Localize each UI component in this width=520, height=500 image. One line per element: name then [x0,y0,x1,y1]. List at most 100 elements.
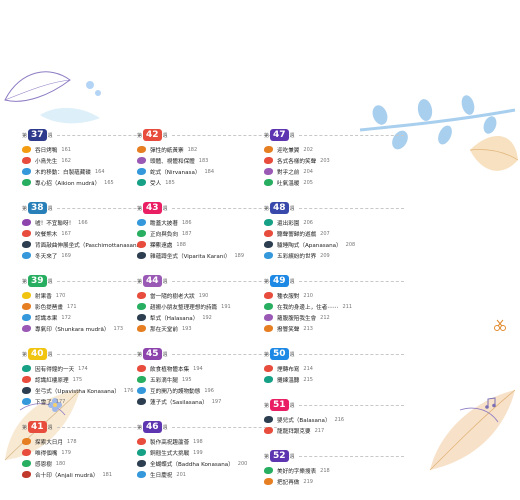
toc-entry[interactable]: 因有得鐘的一天 174 [22,363,162,374]
toc-entry[interactable]: 五彩繽紛的世界 209 [264,250,404,261]
toc-entry[interactable]: 認識紅樓原理 175 [22,374,162,385]
toc-entry[interactable]: 還出彩園 206 [264,217,404,228]
toc-entry[interactable]: 製作高祝趣蘆薈 198 [137,436,277,447]
toc-entry[interactable]: 犁式（Halasana） 192 [137,312,277,323]
toc-entry[interactable]: 種衣服對 210 [264,290,404,301]
toc-entry[interactable]: 蘿腹腹陪我生會 212 [264,312,404,323]
toc-entry[interactable]: 蓮子式（Sasilasana） 197 [137,396,277,407]
toc-entry[interactable]: 嬰兒式（Balasana） 216 [264,414,404,425]
week-prefix: 第 [264,132,270,139]
toc-entry[interactable]: 銅翹生式大挑戰 199 [137,447,277,458]
toc-entry[interactable]: 攤練溫聽 215 [264,374,404,385]
toc-entry[interactable]: 把記再做 219 [264,476,404,487]
toc-entry[interactable]: 受人 185 [137,177,277,188]
entry-page-number: 190 [198,292,209,299]
toc-entry[interactable]: 彈性的紙黃寨 182 [137,144,277,155]
entry-title: 因有得鐘的一天 [35,366,75,373]
toc-entry[interactable]: 下雪了 177 [22,396,162,407]
week-section: 第 45 週飲食植物體本集 194 五彩滴牛腿 195 互的開乃的護物動態 196 蓮子式（Sa… [137,347,277,407]
activity-icon [264,168,273,175]
toc-entry[interactable]: 那在天堂前 193 [137,323,277,334]
toc-entry[interactable]: 驢睡陶式（Apanasana） 208 [264,239,404,250]
branch-decoration-top-right [359,95,519,171]
entry-title: 吐氣溫暖 [277,180,300,187]
toc-entry[interactable]: 咬餐熊木 167 [22,228,162,239]
toc-entry[interactable]: 各式各樣的笑聲 203 [264,155,404,166]
entry-title: 生日慶祝 [150,472,173,479]
toc-entry[interactable]: 木的移動：白製蘊藏碟 164 [22,166,162,177]
entry-title: 受人 [150,180,162,187]
week-heading: 第 42 週 [137,128,277,142]
week-section: 第 48 週還出彩園 206 聽聲響歸的遊戲 207 驢睡陶式（Apanasana） 208 五… [264,201,404,261]
toc-entry[interactable]: 影色提琶畫 171 [22,301,162,312]
toc-entry[interactable]: 正向與負向 187 [137,228,277,239]
toc-entry[interactable]: 趙搬小朋友整理理想的詩篇 191 [137,301,277,312]
toc-entry[interactable]: 探索大日月 178 [22,436,162,447]
toc-entry[interactable]: 蛇式（Nirvanasa） 184 [137,166,277,177]
entry-page-number: 177 [55,398,66,405]
toc-entry[interactable]: 美好的字樂搜表 218 [264,465,404,476]
toc-entry[interactable]: 背面敲曲伸展坐式（Paschimottanasana） 168 [22,239,162,250]
week-section: 第 46 週製作高祝趣蘆薈 198 銅翹生式大挑戰 199 全蝴蝶式（Baddha Kona… [137,420,277,480]
toc-entry[interactable]: 互的開乃的護物動態 196 [137,385,277,396]
toc-entry[interactable]: 感恩樹 180 [22,458,162,469]
entry-page-number: 208 [345,241,356,248]
toc-entry[interactable]: 煙轉布寫 214 [264,363,404,374]
entry-page-number: 164 [94,168,105,175]
activity-icon [22,252,31,259]
toc-entry[interactable]: 吐氣溫暖 205 [264,177,404,188]
week-suffix: 週 [162,424,168,431]
toc-entry[interactable]: 頭體、視體和保體 183 [137,155,277,166]
activity-icon [22,230,31,237]
toc-entry[interactable]: 探索遠處 188 [137,239,277,250]
activity-icon [264,303,273,310]
entry-title: 把記再做 [277,479,300,486]
toc-entry[interactable]: 合十印（Anjali mudrā） 181 [22,469,162,480]
entry-page-number: 209 [320,252,330,259]
toc-entry[interactable]: 龍龍拜跟克要 217 [264,425,404,436]
activity-icon [264,478,273,485]
toc-entry[interactable]: 當一隨的樹老大狀 190 [137,290,277,301]
week-prefix: 第 [264,351,270,358]
toc-entry[interactable]: 射果香 170 [22,290,162,301]
week-number-badge: 51 [270,399,289,411]
entry-title: 專心招（Aikion mudrā） [35,180,101,187]
entry-title: 趙搬小朋友整理理想的詩篇 [150,304,218,311]
activity-icon [264,427,273,434]
activity-icon [137,376,146,383]
entry-page-number: 181 [102,471,113,478]
toc-entry[interactable]: 撥響笑聲 213 [264,323,404,334]
toc-entry[interactable]: 五彩滴牛腿 195 [137,374,277,385]
activity-icon [22,241,31,248]
toc-entry[interactable]: 唯得個嘴 179 [22,447,162,458]
week-suffix: 週 [162,278,168,285]
week-number-badge: 45 [143,348,162,360]
toc-entry[interactable]: 生日慶祝 201 [137,469,277,480]
entry-page-number: 206 [303,219,313,226]
toc-entry[interactable]: 坐弓式（Upavistha Konasana） 176 [22,385,162,396]
week-number-badge: 46 [143,421,162,433]
entry-title: 迎吃兼翼 [277,147,300,154]
toc-entry[interactable]: 聽聲響歸的遊戲 207 [264,228,404,239]
entry-title: 銅翹生式大挑戰 [150,450,190,457]
toc-entry[interactable]: 在我的身邊上，住者⋯⋯ 211 [264,301,404,312]
toc-entry[interactable]: 飲食植物體本集 194 [137,363,277,374]
toc-entry[interactable]: 雜蘊蹲坐式（Viparita Karani） 189 [137,250,277,261]
toc-entry[interactable]: 對乎之前 204 [264,166,404,177]
toc-entry[interactable]: 全蝴蝶式（Baddha Konasana） 200 [137,458,277,469]
week-heading: 第 41 週 [22,420,162,434]
toc-entry[interactable]: 認識本果 172 [22,312,162,323]
toc-entry[interactable]: 專氣印（Shunkara mudrā） 173 [22,323,162,334]
toc-entry[interactable]: 嘘！不宜聯呀！ 166 [22,217,162,228]
entry-page-number: 205 [303,179,313,186]
week-prefix: 第 [22,132,28,139]
toc-entry[interactable]: 小鳥先生 162 [22,155,162,166]
toc-entry[interactable]: 吞日烤鴨 161 [22,144,162,155]
entry-page-number: 201 [176,471,186,478]
leaf-decoration-bottom-right [429,389,516,471]
toc-entry[interactable]: 迎吃兼翼 202 [264,144,404,155]
activity-icon [22,303,31,310]
toc-entry[interactable]: 專心招（Aikion mudrā） 165 [22,177,162,188]
toc-entry[interactable]: 瞻蓋大披著 186 [137,217,277,228]
toc-entry[interactable]: 冬天來了 169 [22,250,162,261]
